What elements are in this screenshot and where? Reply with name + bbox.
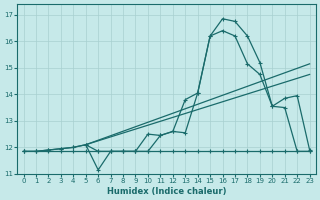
X-axis label: Humidex (Indice chaleur): Humidex (Indice chaleur) (107, 187, 226, 196)
